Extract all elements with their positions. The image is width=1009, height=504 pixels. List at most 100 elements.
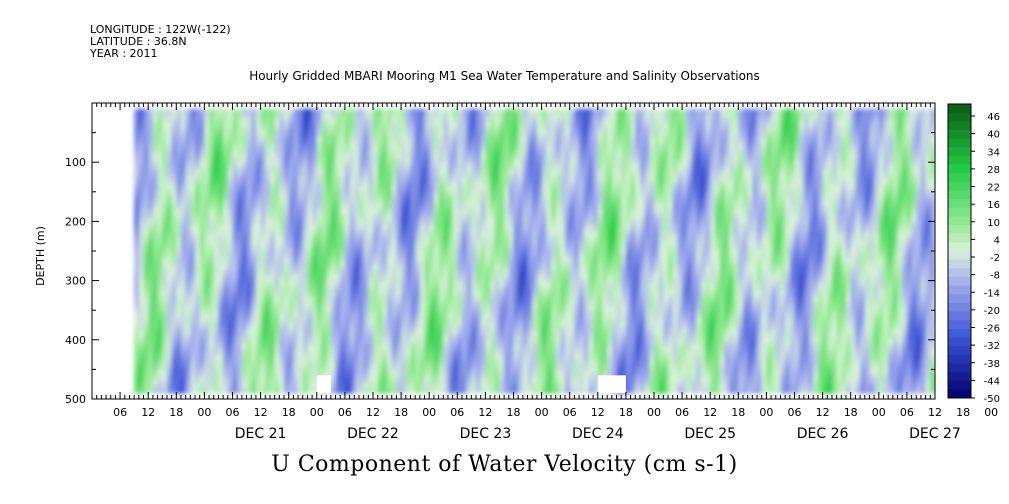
heatmap-cell	[232, 190, 238, 195]
heatmap-cell	[138, 158, 145, 163]
heatmap-cell	[382, 339, 388, 344]
heatmap-cell	[373, 183, 379, 188]
heatmap-cell	[270, 311, 276, 316]
heatmap-cell	[302, 155, 309, 160]
heatmap-cell	[316, 354, 323, 359]
heatmap-cell	[171, 318, 177, 323]
heatmap-cell	[344, 247, 351, 252]
heatmap-cell	[227, 371, 234, 376]
heatmap-cell	[246, 137, 252, 142]
heatmap-cell	[251, 215, 257, 220]
heatmap-cell	[134, 130, 140, 135]
heatmap-cell	[195, 155, 201, 160]
heatmap-cell	[340, 148, 346, 153]
heatmap-cell	[223, 190, 229, 195]
heatmap-cell	[382, 329, 388, 334]
heatmap-cell	[204, 300, 210, 305]
heatmap-cell	[260, 297, 266, 302]
heatmap-cell	[396, 386, 402, 391]
heatmap-cell	[223, 119, 229, 124]
heatmap-cell	[368, 290, 374, 295]
heatmap-cell	[344, 339, 351, 344]
heatmap-cell	[396, 201, 402, 206]
heatmap-cell	[410, 293, 416, 298]
heatmap-cell	[143, 265, 149, 270]
heatmap-cell	[349, 133, 355, 138]
heatmap-cell	[213, 144, 220, 149]
heatmap-cell	[340, 162, 346, 167]
heatmap-cell	[284, 215, 290, 220]
heatmap-cell	[373, 290, 379, 295]
heatmap-cell	[298, 357, 304, 362]
heatmap-cell	[288, 108, 294, 114]
heatmap-cell	[260, 201, 266, 206]
heatmap-cell	[424, 197, 430, 202]
heatmap-cell	[204, 126, 210, 131]
heatmap-cell	[255, 119, 262, 124]
heatmap-cell	[349, 361, 355, 366]
heatmap-cell	[354, 183, 360, 188]
heatmap-cell	[387, 300, 393, 305]
heatmap-cell	[368, 183, 374, 188]
heatmap-cell	[246, 314, 252, 320]
heatmap-cell	[195, 375, 201, 380]
heatmap-cell	[396, 279, 402, 284]
heatmap-cell	[223, 211, 229, 217]
heatmap-cell	[321, 293, 327, 298]
heatmap-cell	[373, 133, 379, 138]
heatmap-cell	[358, 325, 365, 330]
heatmap-cell	[410, 183, 416, 188]
heatmap-cell	[162, 240, 168, 245]
heatmap-cell	[279, 119, 285, 124]
heatmap-cell	[368, 204, 374, 209]
heatmap-cell	[260, 158, 266, 163]
heatmap-cell	[162, 243, 168, 249]
heatmap-cell	[298, 140, 304, 146]
heatmap-cell	[396, 247, 402, 252]
heatmap-cell	[349, 130, 355, 135]
heatmap-cell	[326, 233, 332, 238]
heatmap-cell	[288, 144, 294, 149]
heatmap-cell	[377, 194, 383, 199]
heatmap-cell	[424, 133, 430, 138]
heatmap-cell	[232, 204, 238, 209]
heatmap-cell	[377, 336, 383, 341]
heatmap-cell	[349, 378, 355, 384]
heatmap-cell	[368, 144, 374, 149]
heatmap-cell	[340, 144, 346, 149]
heatmap-cell	[293, 162, 299, 167]
heatmap-cell	[335, 293, 341, 298]
heatmap-cell	[166, 219, 173, 224]
heatmap-cell	[330, 329, 337, 334]
heatmap-cell	[218, 354, 224, 359]
heatmap-cell	[415, 283, 421, 288]
heatmap-cell	[227, 322, 234, 327]
heatmap-cell	[260, 162, 266, 167]
heatmap-cell	[185, 304, 191, 309]
heatmap-cell	[195, 361, 201, 366]
heatmap-cell	[255, 332, 262, 337]
heatmap-cell	[335, 354, 341, 359]
heatmap-cell	[326, 116, 332, 121]
heatmap-cell	[363, 211, 369, 217]
heatmap-cell	[382, 371, 388, 376]
heatmap-cell	[316, 236, 323, 241]
heatmap-cell	[227, 215, 234, 220]
heatmap-cell	[284, 112, 290, 117]
heatmap-cell	[387, 190, 393, 195]
heatmap-cell	[284, 254, 290, 259]
heatmap-cell	[241, 119, 248, 124]
heatmap-cell	[335, 169, 341, 174]
heatmap-cell	[246, 297, 252, 302]
heatmap-cell	[274, 243, 280, 249]
heatmap-cell	[232, 144, 238, 149]
heatmap-cell	[260, 350, 266, 355]
heatmap-cell	[143, 123, 149, 128]
heatmap-cell	[410, 144, 416, 149]
heatmap-cell	[246, 268, 252, 273]
heatmap-cell	[382, 222, 388, 227]
heatmap-cell	[302, 304, 309, 309]
heatmap-cell	[424, 148, 430, 153]
heatmap-cell	[204, 346, 210, 352]
heatmap-cell	[166, 286, 173, 291]
